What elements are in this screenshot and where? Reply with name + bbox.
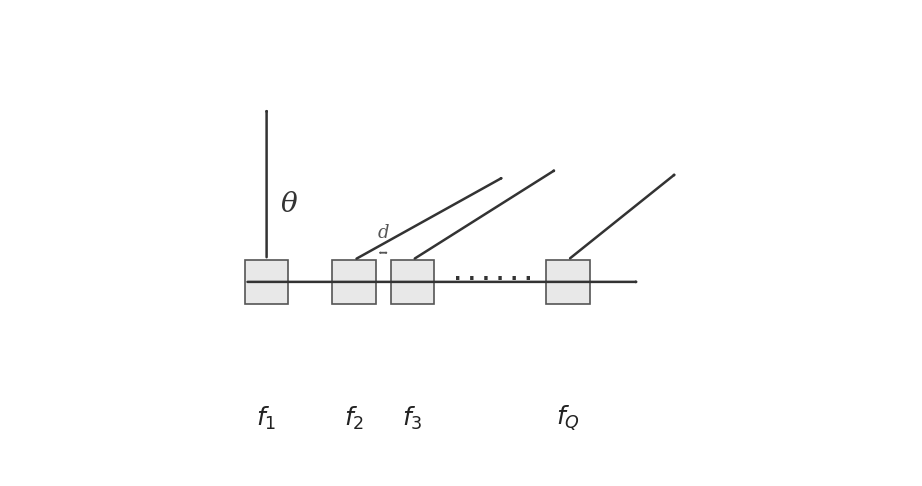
Text: · · · · · ·: · · · · · · [454,270,532,289]
Text: $f_2$: $f_2$ [344,404,364,432]
FancyBboxPatch shape [332,260,376,304]
Text: $f_1$: $f_1$ [256,404,277,432]
FancyBboxPatch shape [244,260,289,304]
FancyBboxPatch shape [546,260,590,304]
Text: $f_3$: $f_3$ [402,404,422,432]
FancyBboxPatch shape [391,260,434,304]
Text: d: d [377,224,389,243]
Text: θ: θ [280,191,297,218]
Text: $f_Q$: $f_Q$ [556,403,580,433]
